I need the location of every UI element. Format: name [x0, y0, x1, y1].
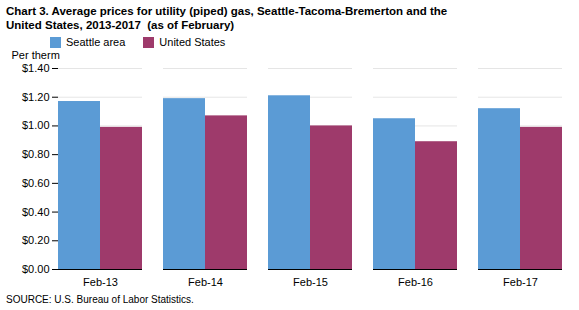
svg-text:$1.40: $1.40 [22, 62, 50, 74]
html-text:Chart 3. Average prices for ut: Chart 3. Average prices for utility (pip… [6, 5, 448, 31]
html-text:Seattle area: Seattle area [66, 36, 126, 48]
svg-text:$0.40: $0.40 [22, 206, 50, 218]
svg-text:Feb-15: Feb-15 [293, 276, 328, 288]
svg-text:$0.00: $0.00 [22, 263, 50, 275]
svg-text:$0.80: $0.80 [22, 148, 50, 160]
svg-text:$1.20: $1.20 [22, 91, 50, 103]
svg-text:Feb-14: Feb-14 [188, 276, 223, 288]
svg-text:Feb-13: Feb-13 [83, 276, 118, 288]
svg-text:$0.60: $0.60 [22, 177, 50, 189]
svg-text:Feb-17: Feb-17 [503, 276, 538, 288]
svg-text:$0.20: $0.20 [22, 234, 50, 246]
html-text:United States: United States [159, 36, 226, 48]
svg-text:Per therm: Per therm [12, 49, 60, 61]
svg-text:Feb-16: Feb-16 [398, 276, 433, 288]
svg-text:$1.00: $1.00 [22, 119, 50, 131]
html-text:SOURCE: U.S. Bureau of Labor S: SOURCE: U.S. Bureau of Labor Statistics. [6, 294, 194, 305]
